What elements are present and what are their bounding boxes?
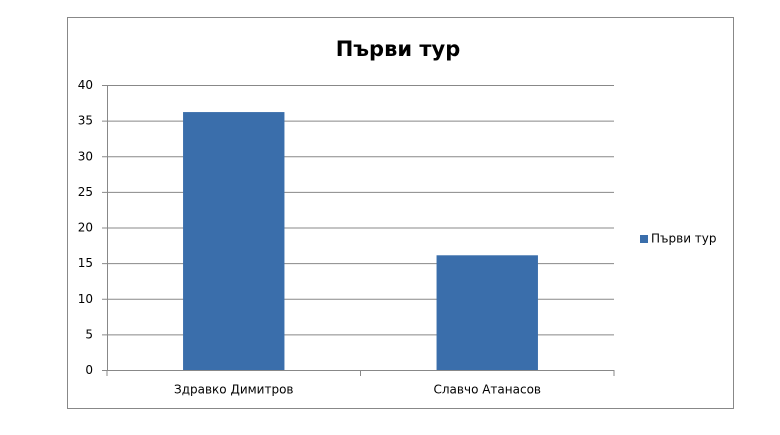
chart-title: Първи тур xyxy=(336,37,461,61)
y-tick-label: 0 xyxy=(85,363,93,377)
y-tick-label: 30 xyxy=(78,149,93,163)
bar xyxy=(436,255,538,370)
y-tick-label: 25 xyxy=(78,185,93,199)
y-tick-label: 35 xyxy=(78,114,93,128)
y-tick-label: 20 xyxy=(78,221,93,235)
x-tick-label: Славчо Атанасов xyxy=(434,383,541,397)
y-tick-label: 15 xyxy=(78,256,93,270)
y-tick-label: 5 xyxy=(85,327,93,341)
x-tick-label: Здравко Димитров xyxy=(174,383,293,397)
bar xyxy=(183,112,285,370)
chart-border xyxy=(67,17,734,409)
legend-label: Първи тур xyxy=(651,232,717,246)
y-tick-label: 40 xyxy=(78,78,93,92)
y-tick-label: 10 xyxy=(78,292,93,306)
legend-marker xyxy=(640,235,648,243)
